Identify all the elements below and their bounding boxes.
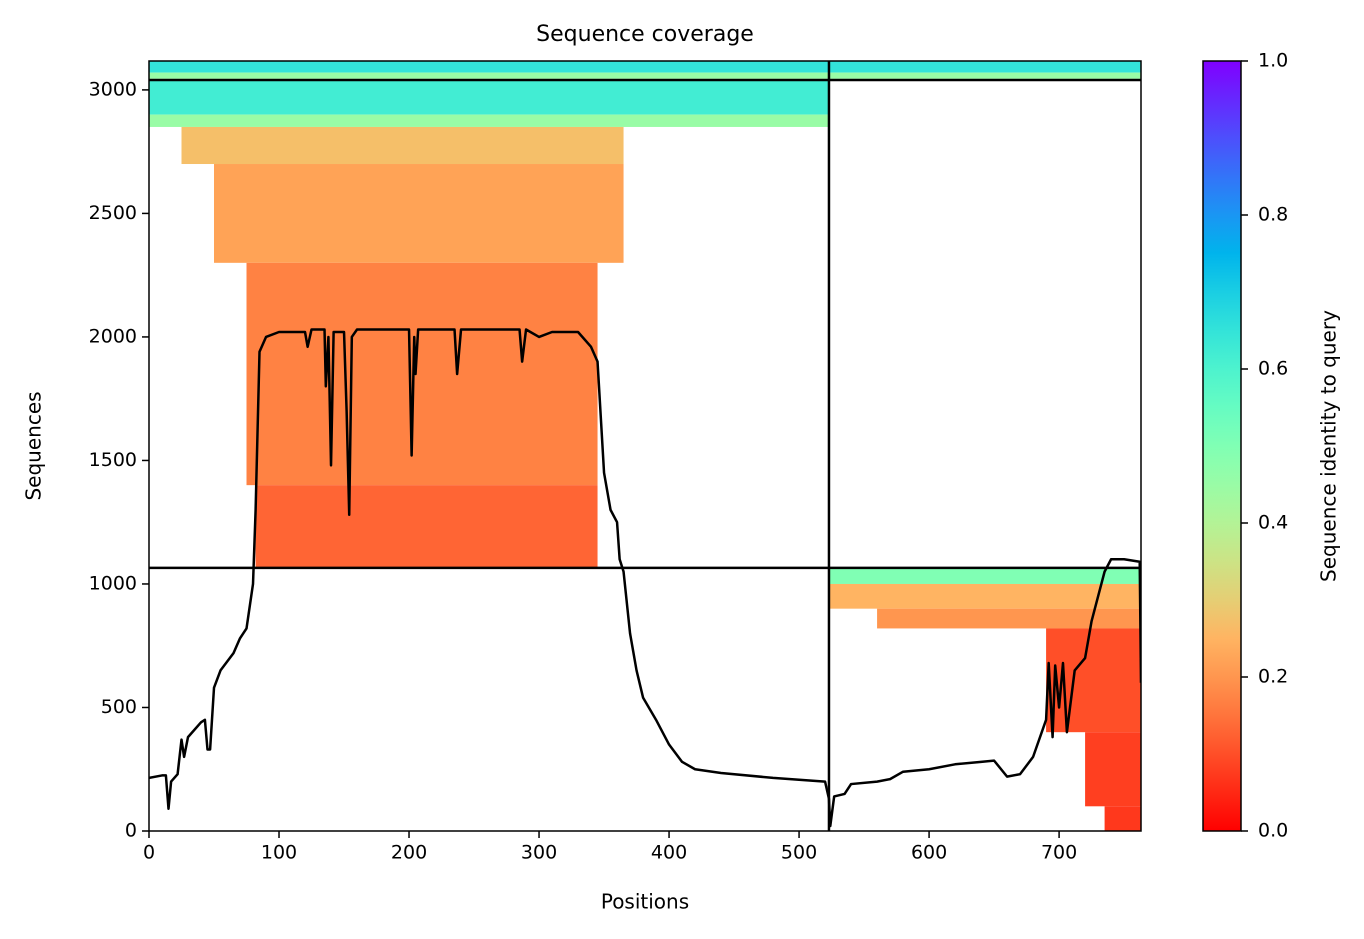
- x-tick-label: 300: [521, 842, 557, 864]
- colorbar-tick-label: 0.6: [1258, 358, 1288, 380]
- x-tick-label: 400: [651, 842, 687, 864]
- colorbar-label: Sequence identity to query: [1317, 310, 1341, 582]
- coverage-block: [255, 485, 598, 568]
- x-tick-label: 600: [911, 842, 947, 864]
- y-tick-label: 3000: [89, 78, 137, 100]
- x-axis-label: Positions: [601, 890, 689, 914]
- chart-title: Sequence coverage: [536, 22, 754, 47]
- plot-frame: [148, 60, 1142, 832]
- colorbar-tick-label: 1.0: [1258, 50, 1288, 72]
- coverage-block: [149, 72, 1141, 79]
- coverage-line: [149, 328, 1141, 828]
- y-tick-label: 2500: [89, 202, 137, 224]
- x-tick-label: 100: [261, 842, 297, 864]
- coverage-block: [1104, 806, 1141, 831]
- x-tick-label: 0: [143, 842, 155, 864]
- coverage-block: [149, 114, 829, 127]
- coverage-block: [149, 80, 829, 115]
- y-tick-label: 1500: [89, 449, 137, 471]
- x-tick-label: 500: [781, 842, 817, 864]
- coverage-block: [214, 164, 624, 263]
- plot-area: [149, 61, 1141, 831]
- x-tick-label: 700: [1041, 842, 1077, 864]
- y-tick-label: 0: [125, 820, 137, 842]
- x-tick-label: 200: [391, 842, 427, 864]
- coverage-block: [149, 61, 1141, 73]
- y-tick-label: 2000: [89, 325, 137, 347]
- y-tick-label: 500: [101, 696, 137, 718]
- colorbar-tick-label: 0.8: [1258, 204, 1288, 226]
- coverage-block: [828, 583, 1141, 609]
- coverage-block: [877, 608, 1141, 629]
- coverage-block: [181, 126, 624, 165]
- colorbar-tick-label: 0.0: [1258, 820, 1288, 842]
- coverage-block: [1085, 732, 1141, 807]
- coverage-block: [828, 567, 1141, 584]
- colorbar-tick-label: 0.4: [1258, 512, 1288, 534]
- coverage-block: [246, 262, 598, 486]
- colorbar-tick-label: 0.2: [1258, 666, 1288, 688]
- colorbar: [1202, 60, 1242, 832]
- y-axis-label: Sequences: [22, 391, 46, 500]
- y-tick-label: 1000: [89, 572, 137, 594]
